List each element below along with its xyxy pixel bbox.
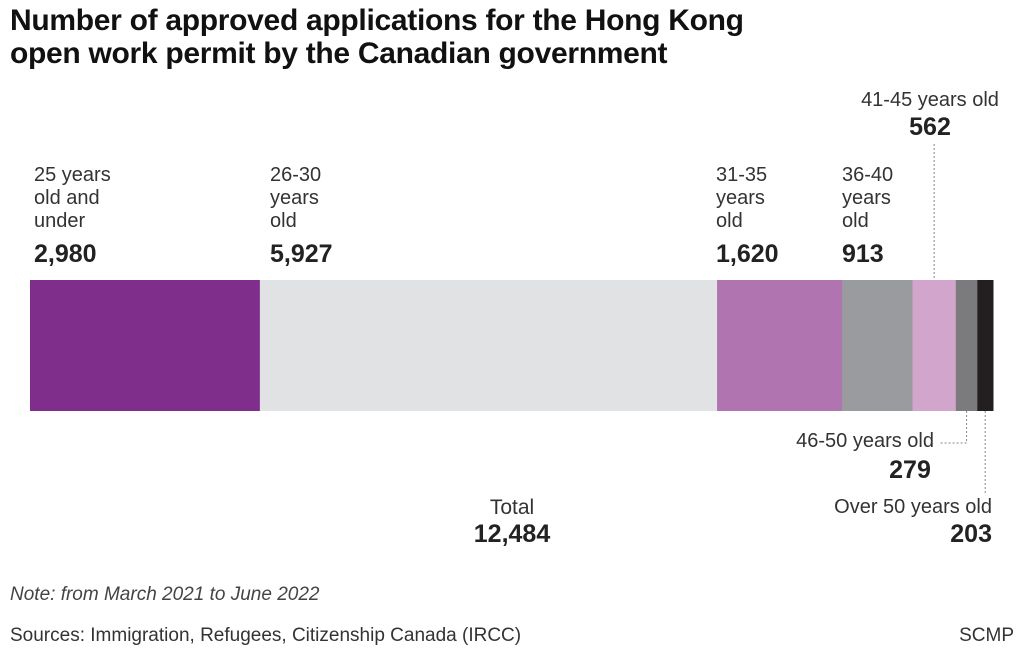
bar-segment-5	[955, 280, 978, 411]
value-31-35: 1,620	[716, 240, 779, 268]
label-36-40: 36-40 years old	[842, 164, 894, 232]
chart-title: Number of approved applications for the …	[10, 4, 744, 70]
label-31-35: 31-35 years old	[716, 164, 768, 232]
brand-logo: SCMP	[959, 625, 1014, 646]
bar-segment-2	[717, 280, 843, 411]
label-over-50: Over 50 years old	[834, 496, 992, 518]
bar-segment-3	[842, 280, 913, 411]
label-25-under: 25 years old and under	[34, 164, 111, 232]
value-36-40: 913	[842, 240, 884, 268]
value-26-30: 5,927	[270, 240, 333, 268]
total-label: Total	[489, 496, 535, 519]
leader-line-46-50	[940, 411, 968, 444]
source: Sources: Immigration, Refugees, Citizens…	[10, 625, 522, 646]
label-41-45: 41-45 years old	[861, 89, 999, 111]
value-46-50: 279	[889, 456, 931, 484]
label-26-30: 26-30 years old	[270, 164, 322, 232]
value-25-under: 2,980	[34, 240, 97, 268]
bar-segment-1	[259, 280, 718, 411]
bar-segment-4	[912, 280, 957, 411]
note: Note: from March 2021 to June 2022	[10, 584, 320, 605]
value-over-50: 203	[950, 520, 992, 548]
bar-segment-0	[30, 280, 261, 411]
bar-segment-6	[977, 280, 994, 411]
total-value: 12,484	[473, 520, 551, 548]
label-46-50: 46-50 years old	[796, 430, 934, 452]
value-41-45: 562	[909, 113, 951, 141]
